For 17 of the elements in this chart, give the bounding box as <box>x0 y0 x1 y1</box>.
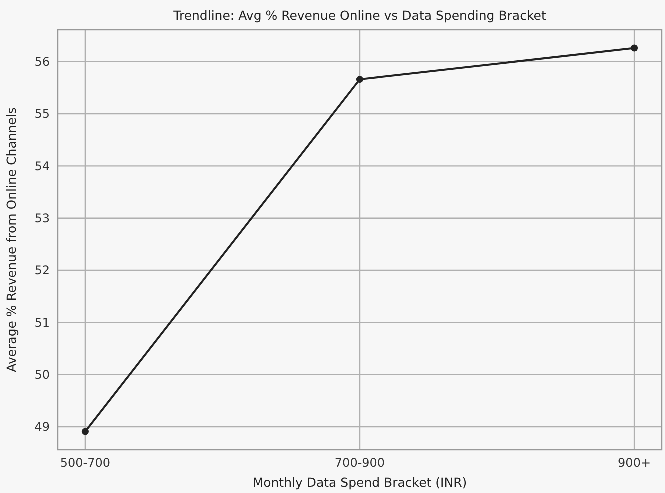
y-tick-label: 49 <box>34 420 50 434</box>
x-tick-label: 500-700 <box>60 456 111 470</box>
x-axis-title: Monthly Data Spend Bracket (INR) <box>252 475 468 490</box>
y-tick-label: 51 <box>34 316 50 330</box>
point <box>356 76 364 84</box>
y-tick-label: 53 <box>34 212 50 226</box>
y-tick-label: 54 <box>34 159 50 174</box>
x-tick-label: 900+ <box>618 456 652 470</box>
chart-title: Trendline: Avg % Revenue Online vs Data Spending Bracket <box>172 8 546 23</box>
point <box>631 44 638 52</box>
x-tick-label: 700-900 <box>334 456 386 470</box>
y-tick-label: 56 <box>34 55 50 70</box>
y-tick-label: 55 <box>34 107 50 122</box>
y-axis-title: Average % Revenue from Online Channels <box>4 108 19 372</box>
y-tick-label: 52 <box>34 264 50 278</box>
point <box>82 428 89 436</box>
y-tick-label: 50 <box>34 368 50 382</box>
